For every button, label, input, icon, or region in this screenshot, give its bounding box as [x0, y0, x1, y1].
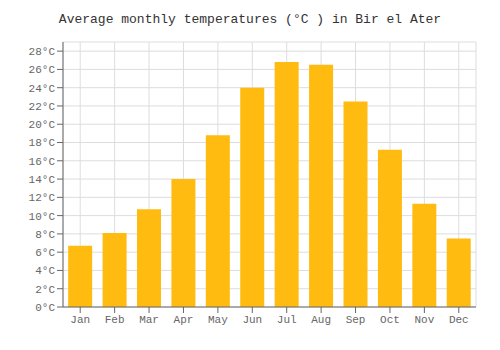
svg-text:0°C: 0°C [35, 302, 55, 314]
svg-text:Jul: Jul [277, 314, 297, 326]
html-text:Average monthly temperatures (: Average monthly temperatures (°C ) in Bi… [58, 12, 442, 27]
svg-text:May: May [208, 314, 228, 326]
svg-text:2°C: 2°C [35, 284, 55, 296]
svg-text:14°C: 14°C [29, 174, 56, 186]
svg-text:Oct: Oct [380, 314, 400, 326]
svg-text:10°C: 10°C [29, 211, 56, 223]
svg-text:Aug: Aug [311, 314, 331, 326]
svg-text:Jan: Jan [70, 314, 90, 326]
svg-text:24°C: 24°C [29, 83, 56, 95]
svg-text:22°C: 22°C [29, 101, 56, 113]
svg-text:26°C: 26°C [29, 64, 56, 76]
svg-text:Mar: Mar [139, 314, 159, 326]
svg-text:18°C: 18°C [29, 137, 56, 149]
svg-text:Sep: Sep [346, 314, 366, 326]
svg-text:Apr: Apr [174, 314, 194, 326]
svg-text:Nov: Nov [414, 314, 434, 326]
svg-text:6°C: 6°C [35, 247, 55, 259]
svg-text:4°C: 4°C [35, 265, 55, 277]
svg-text:Feb: Feb [105, 314, 125, 326]
svg-text:Jun: Jun [242, 314, 262, 326]
svg-text:28°C: 28°C [29, 46, 56, 58]
svg-text:8°C: 8°C [35, 229, 55, 241]
svg-text:16°C: 16°C [29, 156, 56, 168]
svg-text:20°C: 20°C [29, 119, 56, 131]
svg-text:12°C: 12°C [29, 192, 56, 204]
svg-text:Dec: Dec [449, 314, 469, 326]
